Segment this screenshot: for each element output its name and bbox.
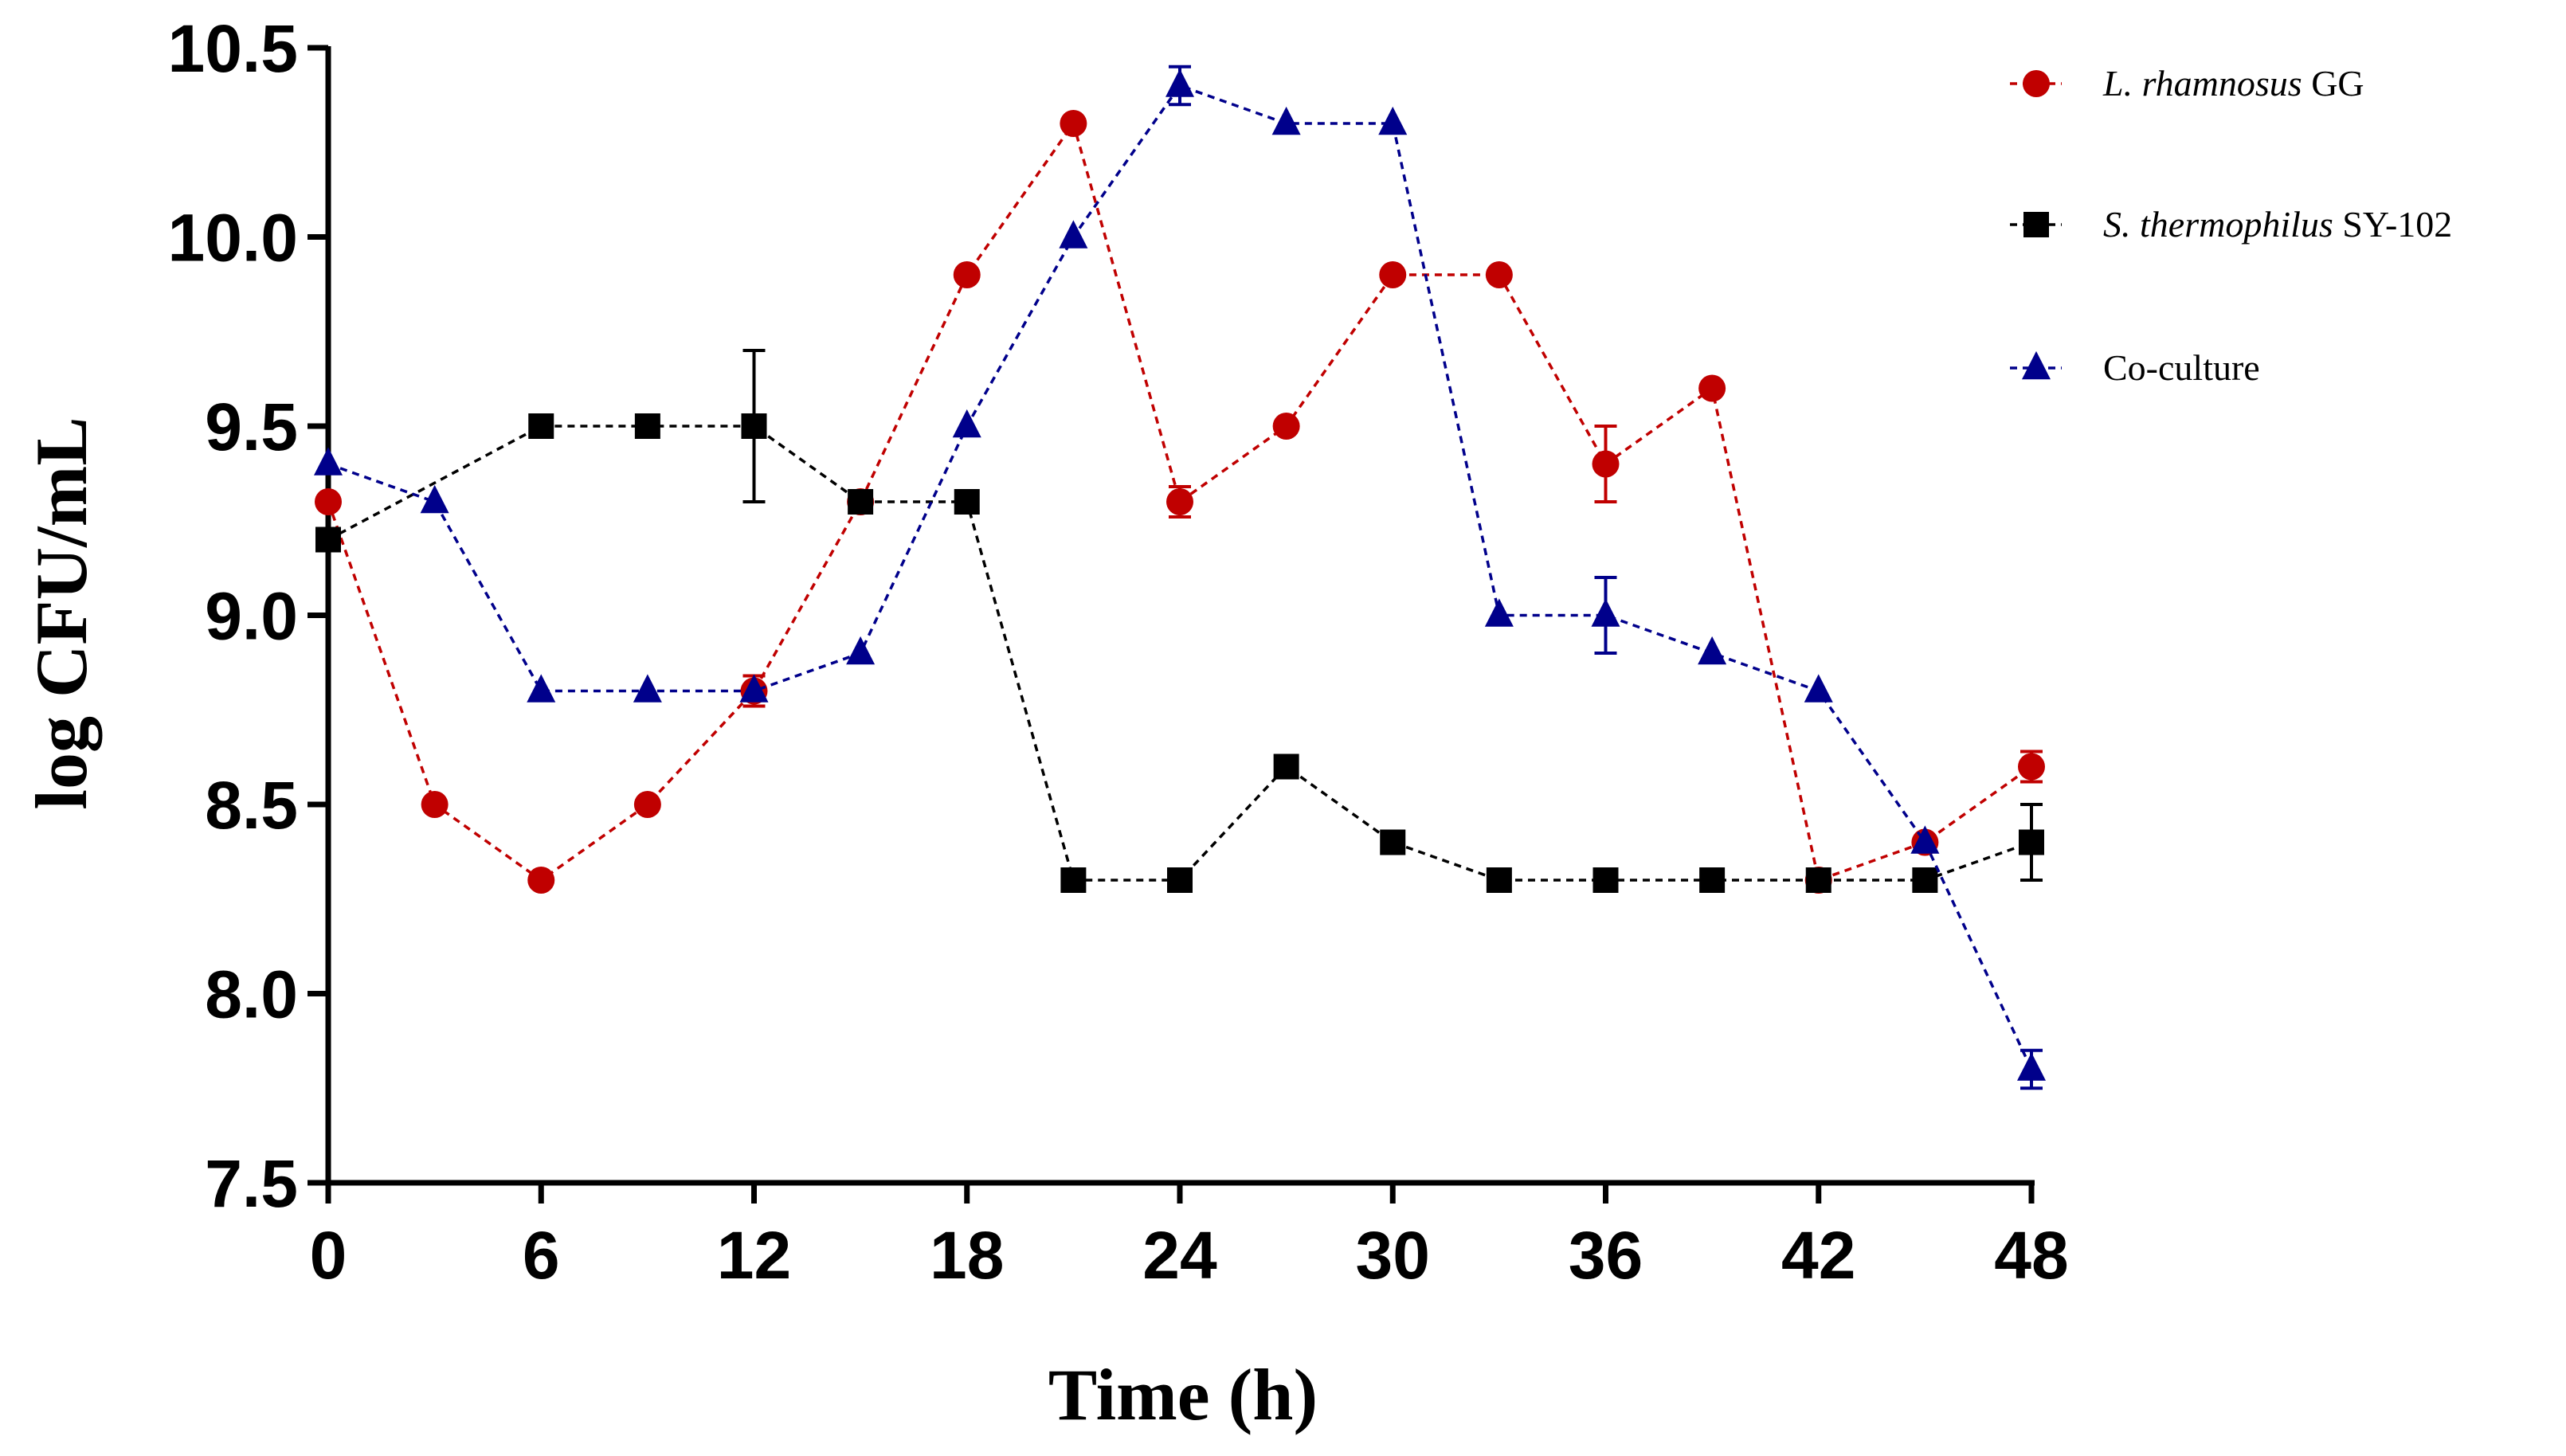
data-point: [1484, 598, 1514, 627]
x-tick-label: 0: [310, 1218, 347, 1293]
series-line: [327, 119, 2033, 883]
legend-entry-1: L. rhamnosus GG: [2010, 63, 2364, 104]
y-tick-label: 10.0: [168, 201, 299, 276]
series-1: [315, 110, 2045, 894]
legend-label-italic: L. rhamnosus: [2102, 63, 2311, 104]
legend-label-text: GG: [2311, 63, 2364, 104]
data-point: [1592, 450, 1620, 478]
legend-label: Co-culture: [2103, 347, 2260, 388]
y-tick-label: 9.0: [205, 579, 298, 654]
data-point: [634, 413, 660, 439]
x-tick-label: 30: [1356, 1218, 1430, 1293]
x-tick-label: 48: [1994, 1218, 2068, 1293]
data-point: [739, 674, 769, 703]
data-point: [741, 413, 767, 439]
series-group: [314, 65, 2046, 1090]
data-point: [1912, 867, 1938, 893]
data-point: [1272, 413, 1300, 440]
x-tick-label: 6: [523, 1218, 560, 1293]
data-point: [1378, 106, 1408, 135]
data-point: [2019, 829, 2044, 855]
data-point: [954, 489, 980, 515]
data-point: [1379, 261, 1407, 288]
y-tick-label: 8.0: [205, 957, 298, 1032]
data-point: [952, 409, 981, 438]
data-point: [1804, 674, 1833, 703]
x-tick-label: 18: [930, 1218, 1004, 1293]
data-point: [1591, 598, 1620, 627]
data-point: [1910, 825, 1940, 854]
data-point: [1165, 68, 1194, 97]
legend-entry-2: S. thermophilus SY-102: [2010, 204, 2452, 245]
data-point: [1698, 636, 1727, 665]
data-point: [633, 791, 661, 818]
legend-label: L. rhamnosus GG: [2102, 63, 2364, 104]
data-point: [1271, 106, 1301, 135]
data-point: [528, 413, 554, 439]
data-point: [1486, 867, 1512, 893]
series-2: [315, 349, 2044, 893]
data-point: [1380, 829, 1406, 855]
data-point: [315, 488, 342, 515]
data-point: [1166, 488, 1193, 515]
data-point: [846, 636, 876, 665]
data-point: [527, 867, 555, 894]
data-point: [953, 261, 981, 288]
data-point: [421, 791, 449, 818]
x-axis-title: Time (h): [1048, 1354, 1318, 1435]
series-3: [314, 65, 2046, 1090]
data-point: [1060, 110, 1087, 137]
y-tick-label: 7.5: [205, 1146, 298, 1221]
x-tick-label: 24: [1142, 1218, 1217, 1293]
data-point: [1485, 261, 1513, 288]
axes: 7.5 8.0 8.5 9.0 9.5 10.0 10.5 0 6 12 18 24 30 36 42 48: [168, 11, 2069, 1293]
x-tick-label: 42: [1781, 1218, 1855, 1293]
series-line: [327, 425, 2032, 882]
data-point: [1805, 867, 1831, 893]
x-tick-label: 36: [1569, 1218, 1643, 1293]
data-point: [2018, 753, 2045, 781]
legend-label-text: Co-culture: [2103, 347, 2260, 388]
legend-label-italic: S. thermophilus: [2103, 204, 2342, 245]
legend-marker: [2022, 350, 2051, 380]
legend-label-text: SY-102: [2342, 204, 2452, 245]
data-point: [1699, 867, 1726, 893]
data-point: [1167, 867, 1193, 893]
legend-marker: [2023, 70, 2050, 97]
data-point: [2017, 1052, 2046, 1081]
data-point: [1060, 867, 1087, 893]
legend-entry-3: Co-culture: [2010, 347, 2260, 388]
legend: L. rhamnosus GG S. thermophilus SY-102 Co-…: [2010, 63, 2452, 388]
y-tick-label: 10.5: [168, 11, 299, 86]
x-tick-label: 12: [717, 1218, 791, 1293]
y-tick-label: 8.5: [205, 768, 298, 843]
series-line: [327, 84, 2033, 1070]
data-point: [420, 484, 449, 514]
y-axis-title: log CFU/mL: [21, 417, 102, 809]
data-point: [1592, 867, 1619, 893]
data-point: [633, 674, 662, 703]
y-tick-label: 9.5: [205, 389, 298, 464]
data-point: [314, 447, 343, 476]
data-point: [1698, 374, 1726, 402]
legend-marker: [2023, 212, 2049, 237]
data-point: [315, 526, 341, 553]
data-point: [848, 489, 874, 515]
data-point: [1059, 220, 1088, 249]
data-point: [1273, 753, 1299, 780]
data-point: [527, 674, 556, 703]
legend-label: S. thermophilus SY-102: [2103, 204, 2452, 245]
